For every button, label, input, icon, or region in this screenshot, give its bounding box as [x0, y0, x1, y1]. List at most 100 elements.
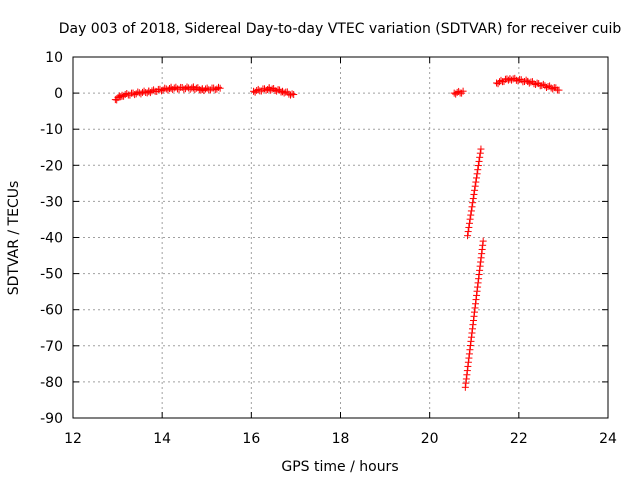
y-tick-label: -60	[40, 303, 63, 319]
data-point	[145, 88, 153, 96]
data-point	[210, 84, 218, 92]
data-point	[470, 190, 478, 198]
data-point	[464, 232, 472, 240]
data-point	[471, 186, 479, 194]
data-point	[555, 86, 563, 94]
data-point	[476, 262, 484, 270]
data-point	[216, 84, 224, 92]
y-tick-label: -90	[40, 411, 63, 427]
data-point	[453, 88, 461, 96]
y-tick-label: -50	[40, 267, 63, 283]
data-point	[465, 219, 473, 227]
data-point	[468, 329, 476, 337]
data-point	[464, 362, 472, 370]
axis-ticks: 12 14 16 18 20 22 24 10 0 -10 -20 -30 -40 -50 -60 -70 -8…	[40, 50, 617, 447]
x-tick-label: 18	[332, 431, 350, 447]
data-point	[466, 215, 474, 223]
data-point	[170, 84, 178, 92]
data-point	[475, 275, 483, 283]
data-point	[468, 325, 476, 333]
data-point	[474, 162, 482, 170]
data-point	[469, 195, 477, 203]
data-point	[474, 279, 482, 287]
data-point	[497, 76, 505, 84]
data-point	[118, 91, 126, 99]
data-point	[250, 87, 258, 95]
x-tick-label: 24	[599, 431, 617, 447]
data-point	[532, 80, 540, 88]
data-point	[477, 145, 485, 153]
data-point	[471, 304, 479, 312]
data-point	[469, 321, 477, 329]
x-tick-label: 20	[421, 431, 439, 447]
data-point	[476, 149, 484, 157]
data-point	[466, 342, 474, 350]
data-point	[198, 85, 206, 93]
data-point	[464, 358, 472, 366]
data-point	[465, 350, 473, 358]
data-point	[471, 308, 479, 316]
data-point	[280, 89, 288, 97]
data-point	[474, 283, 482, 291]
data-point	[512, 76, 520, 84]
data-point	[474, 166, 482, 174]
data-point	[522, 76, 530, 84]
data-point	[273, 87, 281, 95]
data-point	[181, 85, 189, 93]
data-point	[472, 178, 480, 186]
data-point	[473, 287, 481, 295]
data-point	[468, 203, 476, 211]
data-point	[478, 250, 486, 258]
data-point	[514, 77, 522, 85]
y-tick-label: 10	[45, 50, 63, 66]
data-point	[544, 83, 552, 91]
data-point	[466, 346, 474, 354]
x-axis-label: GPS time / hours	[281, 459, 398, 475]
y-tick-label: -30	[40, 194, 63, 210]
data-point	[477, 258, 485, 266]
x-tick-label: 16	[242, 431, 260, 447]
data-point	[279, 87, 287, 95]
data-point	[476, 266, 484, 274]
data-point	[493, 79, 501, 87]
chart-title: Day 003 of 2018, Sidereal Day-to-day VTE…	[59, 21, 622, 37]
data-point	[450, 89, 458, 97]
data-point	[268, 85, 276, 93]
y-tick-label: 0	[54, 86, 63, 102]
data-point	[463, 367, 471, 375]
data-point	[459, 87, 467, 95]
x-tick-label: 22	[510, 431, 528, 447]
data-point	[539, 80, 547, 88]
data-point	[473, 291, 481, 299]
data-point	[287, 91, 295, 99]
y-tick-label: -10	[40, 122, 63, 138]
gridlines	[73, 57, 608, 418]
data-point	[467, 211, 475, 219]
data-point	[479, 241, 487, 249]
y-tick-label: -40	[40, 231, 63, 247]
data-point	[477, 254, 485, 262]
data-point	[470, 312, 478, 320]
data-point	[202, 85, 210, 93]
data-point	[156, 85, 164, 93]
data-point	[213, 85, 221, 93]
data-point	[465, 223, 473, 231]
y-tick-label: -80	[40, 375, 63, 391]
data-point	[461, 383, 469, 391]
data-point	[467, 207, 475, 215]
y-axis-label: SDTVAR / TECUs	[6, 181, 22, 296]
data-point	[475, 271, 483, 279]
data-point	[509, 75, 517, 83]
data-point	[473, 170, 481, 178]
data-point	[290, 91, 298, 99]
data-point	[549, 85, 557, 93]
data-point	[462, 379, 470, 387]
data-point	[465, 354, 473, 362]
y-tick-label: -20	[40, 158, 63, 174]
data-point	[472, 300, 480, 308]
data-point	[469, 316, 477, 324]
data-points	[111, 74, 563, 391]
data-point	[478, 245, 486, 253]
data-point	[476, 153, 484, 161]
